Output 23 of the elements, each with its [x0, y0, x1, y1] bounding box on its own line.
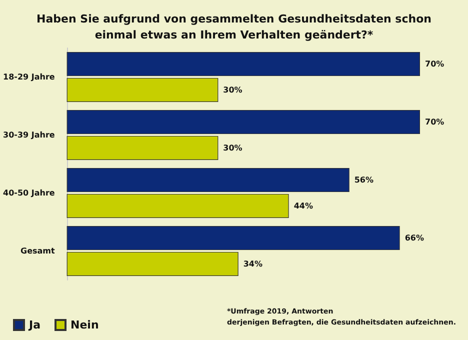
- bar: [66, 78, 218, 102]
- data-label: 30%: [223, 85, 242, 94]
- data-label: 30%: [223, 143, 242, 152]
- bar: [66, 252, 238, 276]
- data-label: 34%: [243, 259, 263, 268]
- bar: [66, 52, 420, 76]
- y-tick-label: Gesamt: [20, 246, 55, 256]
- data-label: 70%: [425, 60, 444, 69]
- legend-label: Ja: [28, 318, 41, 332]
- chart-title: Haben Sie aufgrund von gesammelten Gesundheitsdaten schon einmal etwas an Ihrem Verhalten geändert?*: [36, 12, 432, 42]
- y-tick-label: 40-50 Jahre: [3, 188, 56, 198]
- bar: [66, 110, 420, 134]
- bar: [66, 168, 350, 192]
- data-label: 66%: [404, 234, 424, 243]
- bar: [66, 226, 400, 250]
- y-tick-label: 18-29 Jahre: [3, 72, 56, 82]
- bar: [66, 194, 289, 218]
- legend-label: Nein: [70, 318, 99, 332]
- data-label: 70%: [425, 118, 444, 127]
- bar: [66, 136, 218, 160]
- y-tick-label: 30-39 Jahre: [3, 130, 56, 140]
- data-label: 56%: [354, 176, 374, 185]
- data-label: 44%: [294, 201, 313, 210]
